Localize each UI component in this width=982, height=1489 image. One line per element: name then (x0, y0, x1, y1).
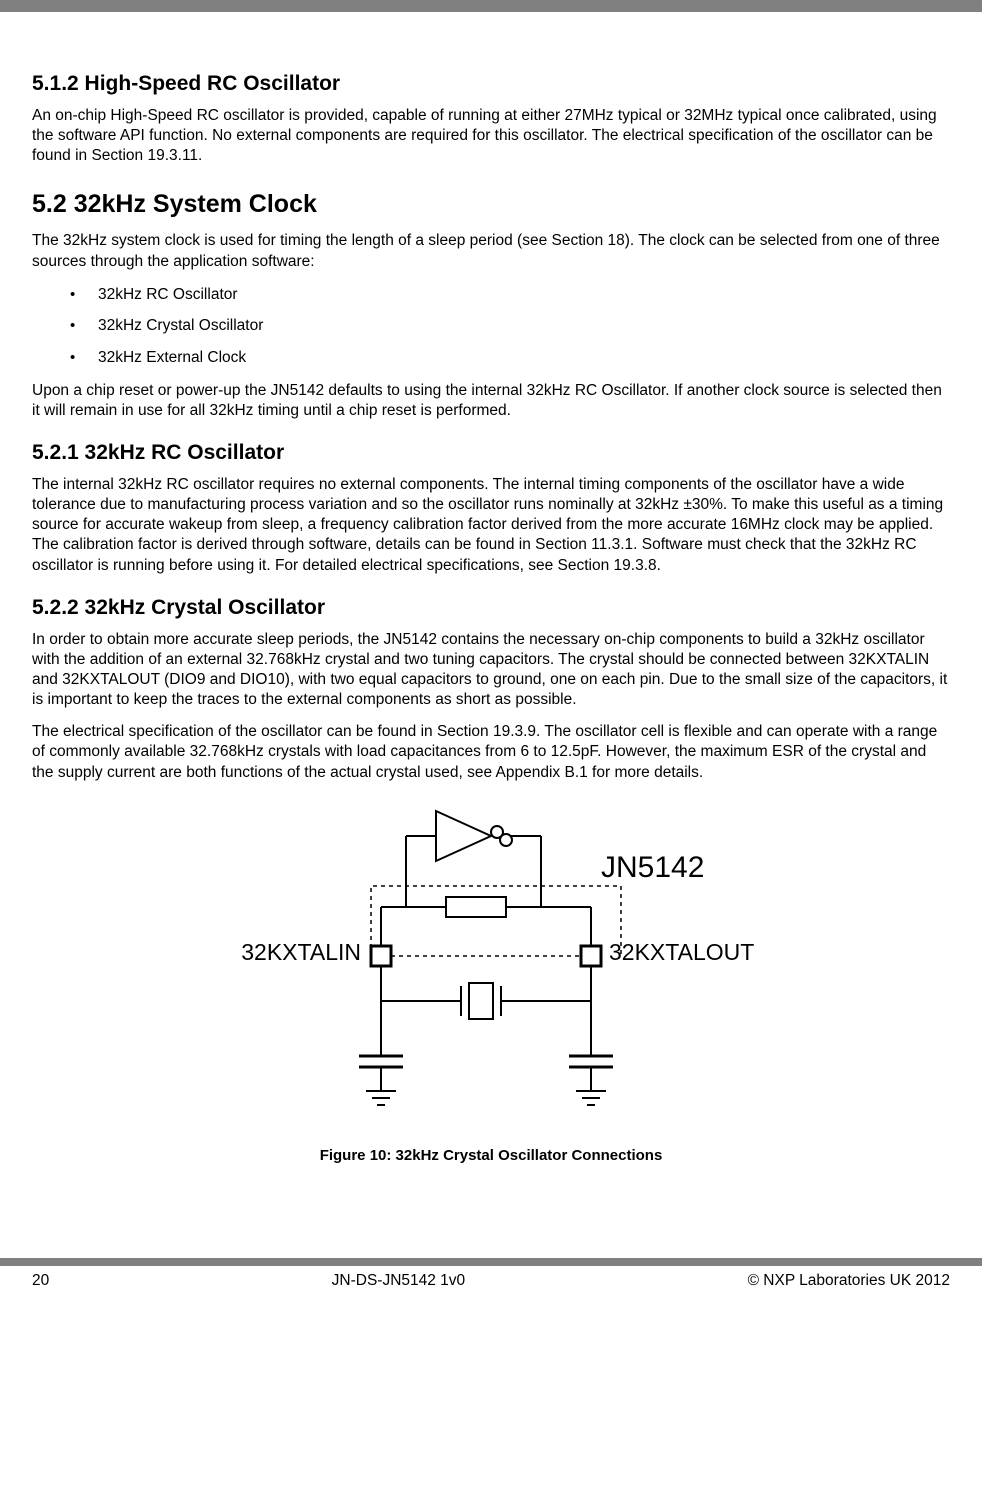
text-5-2-p2: Upon a chip reset or power-up the JN5142… (32, 381, 950, 421)
doc-id: JN-DS-JN5142 1v0 (332, 1272, 466, 1290)
page-content: 5.1.2 High-Speed RC Oscillator An on-chi… (0, 12, 982, 1194)
top-bar (0, 0, 982, 12)
footer-bar (0, 1258, 982, 1266)
figure-10: JN5142 32KXTALIN 32KXTALOUT Figure 10: 3… (32, 801, 950, 1164)
chip-label: JN5142 (601, 851, 704, 885)
text-5-2-1-p1: The internal 32kHz RC oscillator require… (32, 475, 950, 576)
circuit-diagram: JN5142 32KXTALIN 32KXTALOUT (241, 801, 741, 1131)
pin-in-label: 32KXTALIN (241, 939, 361, 966)
heading-5-2-2: 5.2.2 32kHz Crystal Oscillator (32, 596, 950, 620)
text-5-2-p1: The 32kHz system clock is used for timin… (32, 231, 950, 271)
bullet-list-5-2: 32kHz RC Oscillator 32kHz Crystal Oscill… (70, 284, 950, 369)
copyright: © NXP Laboratories UK 2012 (748, 1272, 950, 1290)
heading-5-1-2: 5.1.2 High-Speed RC Oscillator (32, 72, 950, 96)
figure-caption: Figure 10: 32kHz Crystal Oscillator Conn… (320, 1147, 663, 1164)
text-5-2-2-p2: The electrical specification of the osci… (32, 722, 950, 782)
text-5-1-2-p1: An on-chip High-Speed RC oscillator is p… (32, 106, 950, 166)
list-item: 32kHz Crystal Oscillator (70, 315, 950, 337)
heading-5-2-1: 5.2.1 32kHz RC Oscillator (32, 441, 950, 465)
list-item: 32kHz RC Oscillator (70, 284, 950, 306)
text-5-2-2-p1: In order to obtain more accurate sleep p… (32, 630, 950, 711)
page-number: 20 (32, 1272, 49, 1290)
footer: 20 JN-DS-JN5142 1v0 © NXP Laboratories U… (0, 1266, 982, 1306)
pin-out-label: 32KXTALOUT (609, 939, 754, 966)
list-item: 32kHz External Clock (70, 347, 950, 369)
heading-5-2: 5.2 32kHz System Clock (32, 190, 950, 219)
